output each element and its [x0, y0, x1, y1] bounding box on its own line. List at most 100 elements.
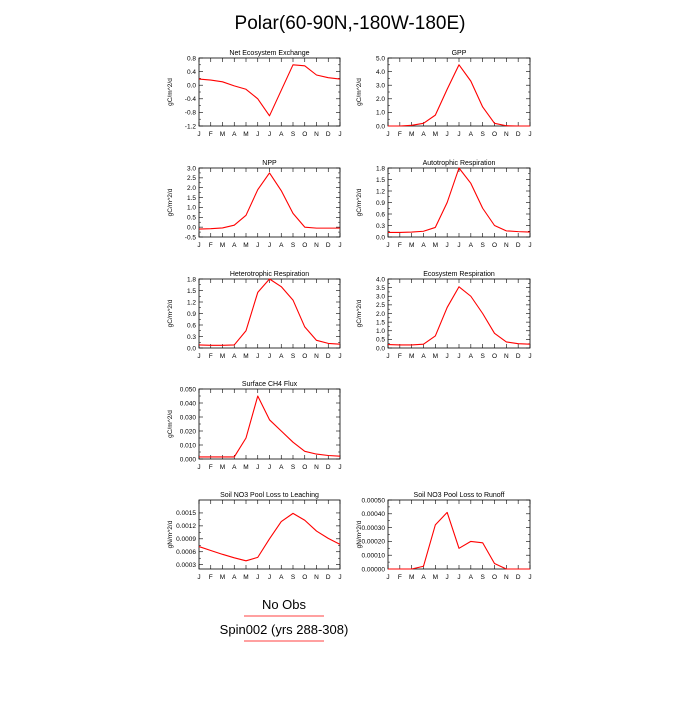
x-tick-label: A: [279, 131, 284, 138]
plot-frame: [198, 499, 341, 570]
x-tick-label: J: [197, 131, 200, 138]
x-tick-label: O: [302, 574, 307, 581]
x-tick-label: M: [220, 131, 225, 138]
plot-frame: [198, 278, 341, 349]
x-tick-label: A: [469, 574, 474, 581]
x-tick-label: N: [314, 464, 319, 471]
x-tick-label: M: [220, 353, 225, 360]
x-tick-label: J: [528, 131, 531, 138]
series-line: [198, 64, 341, 117]
x-tick-label: O: [302, 131, 307, 138]
x-tick-label: A: [232, 242, 237, 249]
panel-grid: Net Ecosystem Exchange -1.2 -0.8 -0.4 0.0 0.4…: [167, 50, 532, 581]
x-tick-label: J: [386, 353, 389, 360]
x-tick-label: J: [338, 131, 341, 138]
y-axis-label: gN/m^2/d: [167, 520, 174, 548]
x-tick-label: F: [209, 242, 213, 249]
y-tick-label: 2.0: [376, 96, 385, 103]
x-tick-label: J: [446, 353, 449, 360]
x-tick-label: J: [197, 464, 200, 471]
chart-panel-1: Net Ecosystem Exchange -1.2 -0.8 -0.4 0.0 0.4…: [167, 50, 342, 138]
series-line: [388, 511, 530, 570]
x-tick-label: M: [409, 131, 414, 138]
y-tick-label: 0.040: [180, 400, 197, 407]
y-tick-label: 1.5: [187, 288, 196, 295]
y-tick-label: 2.0: [376, 311, 385, 318]
x-tick-label: J: [268, 574, 271, 581]
chart-panel-7: Surface CH4 Flux 0.000 0.010 0.020 0.030 0.04…: [167, 381, 342, 471]
x-tick-label: A: [232, 574, 237, 581]
x-tick-label: D: [326, 242, 331, 249]
x-tick-label: A: [469, 242, 474, 249]
x-tick-label: O: [302, 464, 307, 471]
x-tick-label: J: [528, 574, 531, 581]
y-tick-label: -0.8: [185, 110, 197, 117]
y-axis-label: gC/m^2/d: [167, 188, 174, 216]
y-tick-label: 1.0: [376, 110, 385, 117]
y-tick-label: 0.9: [376, 200, 385, 207]
x-tick-label: F: [398, 131, 402, 138]
y-axis-label: gC/m^2/d: [356, 299, 363, 327]
y-tick-label: 0.00020: [362, 539, 386, 546]
chart-title: NPP: [262, 160, 277, 167]
x-tick-label: J: [386, 574, 389, 581]
chart-panel-3: NPP-0.50.00.51.01.52.02.53.0J F M A M J J A S O N D…: [167, 160, 342, 249]
x-tick-label: J: [268, 131, 271, 138]
y-tick-label: 0.3: [376, 223, 385, 230]
y-tick-label: 1.0: [376, 328, 385, 335]
x-tick-label: J: [338, 464, 341, 471]
x-tick-label: O: [492, 131, 497, 138]
plot-frame: [387, 167, 531, 238]
y-axis-label: gC/m^2/d: [356, 78, 363, 106]
plot-frame: [198, 167, 341, 238]
y-axis-label: gC/m^2/d: [167, 299, 174, 327]
x-tick-label: N: [314, 353, 319, 360]
y-tick-label: 0.0: [187, 83, 196, 90]
y-tick-label: 1.2: [376, 188, 385, 195]
series-line: [388, 64, 530, 127]
x-tick-label: J: [197, 353, 200, 360]
y-tick-label: 0.9: [187, 311, 196, 318]
y-tick-label: 2.5: [187, 175, 196, 182]
x-tick-label: D: [516, 242, 521, 249]
y-axis-label: gC/m^2/d: [167, 78, 174, 106]
x-tick-label: S: [480, 131, 485, 138]
x-tick-label: N: [504, 131, 509, 138]
y-tick-label: -1.2: [185, 123, 197, 130]
chart-title: Net Ecosystem Exchange: [229, 50, 309, 57]
chart-panel-5: Heterotrophic Respiration 0.0 0.3 0.6 0.9 1.2…: [167, 271, 342, 360]
x-tick-label: D: [326, 131, 331, 138]
x-tick-label: J: [338, 242, 341, 249]
y-axis-label: gC/m^2/d: [356, 188, 363, 216]
x-tick-label: A: [232, 464, 237, 471]
x-tick-label: D: [516, 131, 521, 138]
y-tick-label: 0.00030: [362, 525, 386, 532]
chart-title: Autotrophic Respiration: [423, 160, 496, 167]
plot-frame: [387, 499, 531, 570]
x-tick-label: J: [256, 353, 259, 360]
y-tick-label: 0.0003: [176, 562, 196, 569]
x-tick-label: J: [256, 464, 259, 471]
x-tick-label: A: [469, 353, 474, 360]
y-tick-label: 0.0: [376, 123, 385, 130]
x-tick-label: D: [516, 353, 521, 360]
x-tick-label: J: [268, 353, 271, 360]
y-tick-label: 0.6: [187, 322, 196, 329]
x-tick-label: A: [421, 131, 426, 138]
y-tick-label: 3.0: [376, 294, 385, 301]
x-tick-label: S: [291, 131, 296, 138]
x-tick-label: J: [457, 242, 460, 249]
x-tick-label: O: [302, 353, 307, 360]
y-tick-label: 3.5: [376, 285, 385, 292]
y-tick-label: 1.5: [376, 319, 385, 326]
x-tick-label: J: [256, 574, 259, 581]
legend-obs-label: No Obs: [262, 597, 307, 612]
x-tick-label: J: [256, 242, 259, 249]
x-tick-label: F: [398, 242, 402, 249]
y-tick-label: 0.010: [180, 442, 197, 449]
y-tick-label: -0.4: [185, 96, 197, 103]
y-tick-label: 0.00040: [362, 511, 386, 518]
x-tick-label: O: [492, 574, 497, 581]
chart-panel-4: Autotrophic Respiration 0.0 0.3 0.6 0.9 1.2 1.…: [356, 160, 532, 249]
x-tick-label: F: [209, 464, 213, 471]
